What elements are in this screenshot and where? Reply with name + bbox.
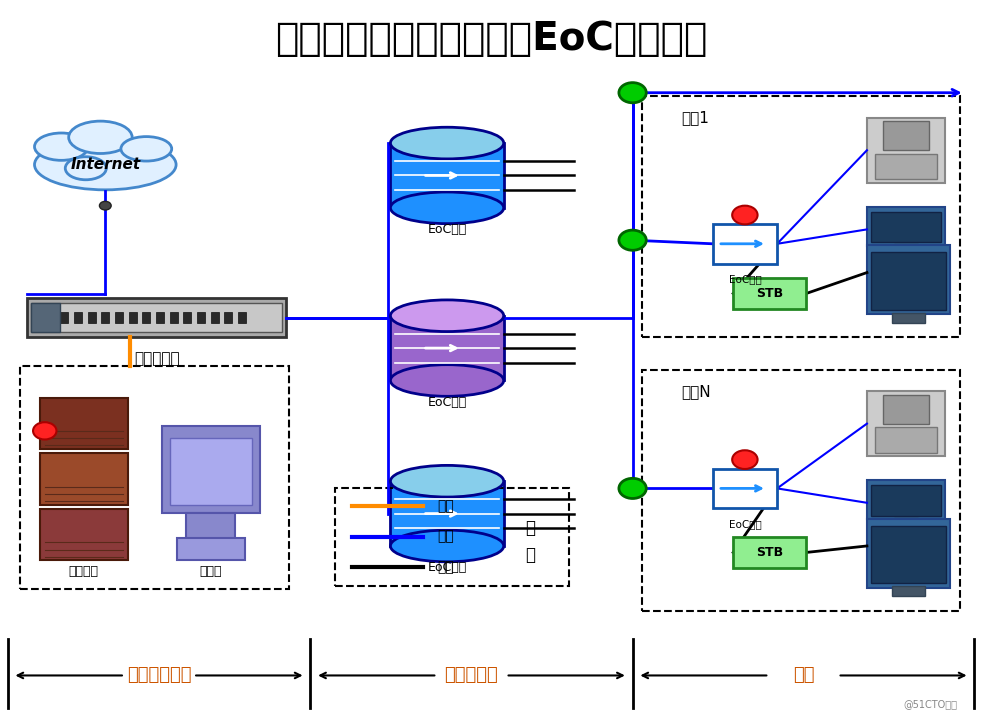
Text: EoC前端: EoC前端 (427, 223, 466, 236)
FancyBboxPatch shape (87, 312, 95, 323)
FancyBboxPatch shape (197, 312, 205, 323)
Ellipse shape (69, 121, 133, 154)
FancyBboxPatch shape (895, 518, 918, 529)
Text: @51CTO博客: @51CTO博客 (903, 700, 957, 709)
Bar (642, 370, 959, 610)
Text: 核心交换机: 核心交换机 (134, 352, 180, 366)
Circle shape (619, 230, 646, 250)
Ellipse shape (65, 157, 106, 180)
Ellipse shape (34, 133, 88, 160)
Circle shape (733, 450, 757, 469)
Text: STB: STB (756, 546, 784, 559)
Bar (642, 96, 959, 337)
Text: 客房1: 客房1 (682, 110, 709, 125)
FancyBboxPatch shape (129, 312, 136, 323)
FancyBboxPatch shape (892, 586, 925, 597)
FancyBboxPatch shape (31, 303, 60, 332)
Text: 光缆: 光缆 (437, 500, 454, 513)
Ellipse shape (391, 192, 504, 223)
FancyBboxPatch shape (867, 207, 945, 246)
FancyBboxPatch shape (238, 312, 246, 323)
FancyBboxPatch shape (115, 312, 123, 323)
Text: STB: STB (756, 287, 784, 300)
FancyBboxPatch shape (33, 312, 41, 323)
FancyBboxPatch shape (879, 254, 933, 262)
Text: EoC终端: EoC终端 (729, 274, 761, 284)
Ellipse shape (121, 136, 172, 161)
Text: 直播点播: 直播点播 (69, 565, 99, 578)
Text: 图: 图 (525, 519, 535, 537)
FancyBboxPatch shape (170, 439, 251, 505)
FancyBboxPatch shape (40, 453, 128, 505)
FancyBboxPatch shape (875, 154, 937, 179)
FancyBboxPatch shape (883, 121, 929, 150)
Circle shape (733, 206, 757, 224)
Circle shape (99, 202, 111, 210)
FancyBboxPatch shape (734, 278, 806, 309)
FancyBboxPatch shape (162, 426, 259, 513)
FancyBboxPatch shape (871, 526, 946, 584)
Text: 酒店中心机房: 酒店中心机房 (127, 666, 191, 684)
FancyBboxPatch shape (60, 312, 68, 323)
Text: 酒店有线电视双向改造（EoC）系统图: 酒店有线电视双向改造（EoC）系统图 (275, 20, 707, 58)
FancyBboxPatch shape (391, 143, 504, 208)
FancyBboxPatch shape (184, 312, 191, 323)
FancyBboxPatch shape (713, 224, 777, 264)
Circle shape (33, 422, 57, 439)
Text: EoC前端: EoC前端 (427, 561, 466, 574)
FancyBboxPatch shape (225, 312, 232, 323)
Text: EoC终端: EoC终端 (729, 519, 761, 529)
FancyBboxPatch shape (713, 468, 777, 508)
FancyBboxPatch shape (142, 312, 150, 323)
FancyBboxPatch shape (883, 394, 929, 423)
Text: 例: 例 (525, 546, 535, 564)
Ellipse shape (391, 300, 504, 331)
FancyBboxPatch shape (867, 392, 945, 456)
FancyBboxPatch shape (391, 315, 504, 381)
Ellipse shape (34, 139, 176, 190)
FancyBboxPatch shape (74, 312, 82, 323)
Ellipse shape (391, 128, 504, 159)
FancyBboxPatch shape (211, 312, 219, 323)
FancyBboxPatch shape (40, 398, 128, 449)
FancyBboxPatch shape (871, 212, 941, 242)
FancyBboxPatch shape (867, 118, 945, 183)
Ellipse shape (391, 465, 504, 497)
FancyBboxPatch shape (734, 537, 806, 568)
Bar (21, 366, 289, 589)
Circle shape (619, 83, 646, 103)
Text: EoC前端: EoC前端 (427, 396, 466, 409)
FancyBboxPatch shape (871, 252, 946, 310)
FancyBboxPatch shape (875, 427, 937, 453)
Text: 服务器: 服务器 (199, 565, 222, 578)
Circle shape (619, 478, 646, 499)
FancyBboxPatch shape (871, 485, 941, 515)
Ellipse shape (391, 530, 504, 562)
FancyBboxPatch shape (391, 481, 504, 546)
Text: 客房: 客房 (792, 666, 814, 684)
FancyBboxPatch shape (177, 538, 245, 560)
Text: Internet: Internet (71, 157, 140, 172)
FancyBboxPatch shape (47, 312, 55, 323)
FancyBboxPatch shape (879, 527, 933, 535)
FancyBboxPatch shape (187, 513, 235, 542)
Text: 网线: 网线 (437, 529, 454, 544)
FancyBboxPatch shape (156, 312, 164, 323)
FancyBboxPatch shape (867, 245, 950, 315)
Text: 客房N: 客房N (682, 384, 711, 399)
Bar (335, 489, 570, 586)
FancyBboxPatch shape (101, 312, 109, 323)
FancyBboxPatch shape (867, 518, 950, 588)
Text: 同轴: 同轴 (437, 560, 454, 573)
Ellipse shape (391, 365, 504, 397)
Text: 楼层设备间: 楼层设备间 (445, 666, 498, 684)
FancyBboxPatch shape (40, 509, 128, 560)
FancyBboxPatch shape (895, 244, 918, 255)
FancyBboxPatch shape (31, 303, 282, 332)
FancyBboxPatch shape (892, 312, 925, 323)
FancyBboxPatch shape (867, 480, 945, 519)
FancyBboxPatch shape (27, 298, 286, 337)
FancyBboxPatch shape (170, 312, 178, 323)
